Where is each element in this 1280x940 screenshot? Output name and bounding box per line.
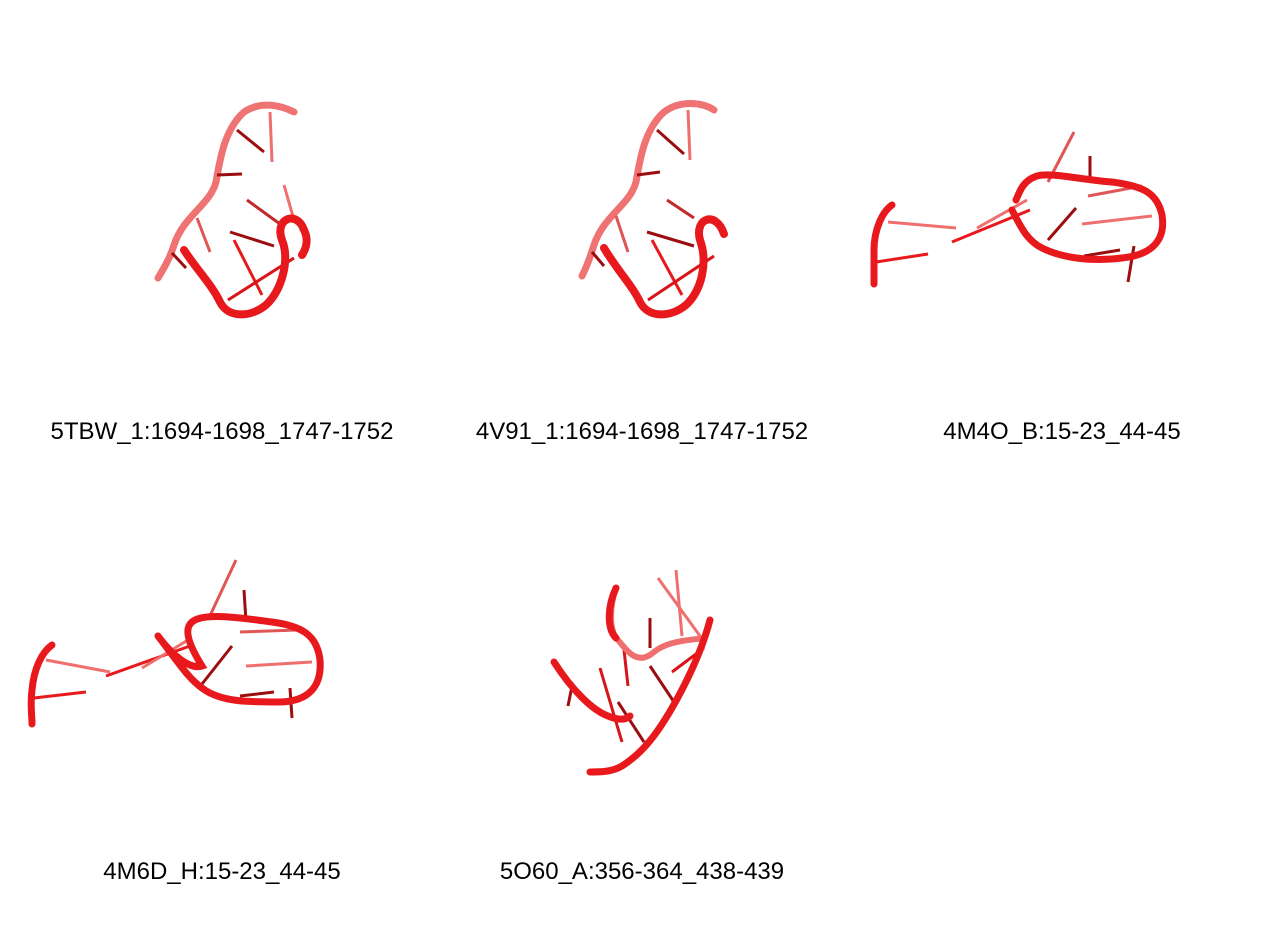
rna-structure-image [154, 101, 311, 319]
structure-label: 4M6D_H:15-23_44-45 [103, 858, 341, 885]
structure-panel-5: 5O60_A:356-364_438-439 [432, 440, 852, 885]
structure-label: 4V91_1:1694-1698_1747-1752 [475, 418, 809, 445]
structure-panel-1: 5TBW_1:1694-1698_1747-1752 [12, 0, 432, 445]
structure-panel-4: 4M6D_H:15-23_44-45 [12, 440, 432, 885]
structure-panel-3: 4M4O_B:15-23_44-45 [852, 0, 1272, 445]
rna-structure-image [870, 131, 1167, 288]
rna-structure-image [27, 559, 324, 728]
structure-label: 5O60_A:356-364_438-439 [499, 858, 785, 885]
structure-panel-2: 4V91_1:1694-1698_1747-1752 [432, 0, 852, 445]
rna-structure-image [550, 569, 714, 776]
rna-structure-image [578, 100, 728, 319]
structure-label: 4M4O_B:15-23_44-45 [943, 418, 1181, 445]
structure-label: 5TBW_1:1694-1698_1747-1752 [50, 418, 394, 445]
